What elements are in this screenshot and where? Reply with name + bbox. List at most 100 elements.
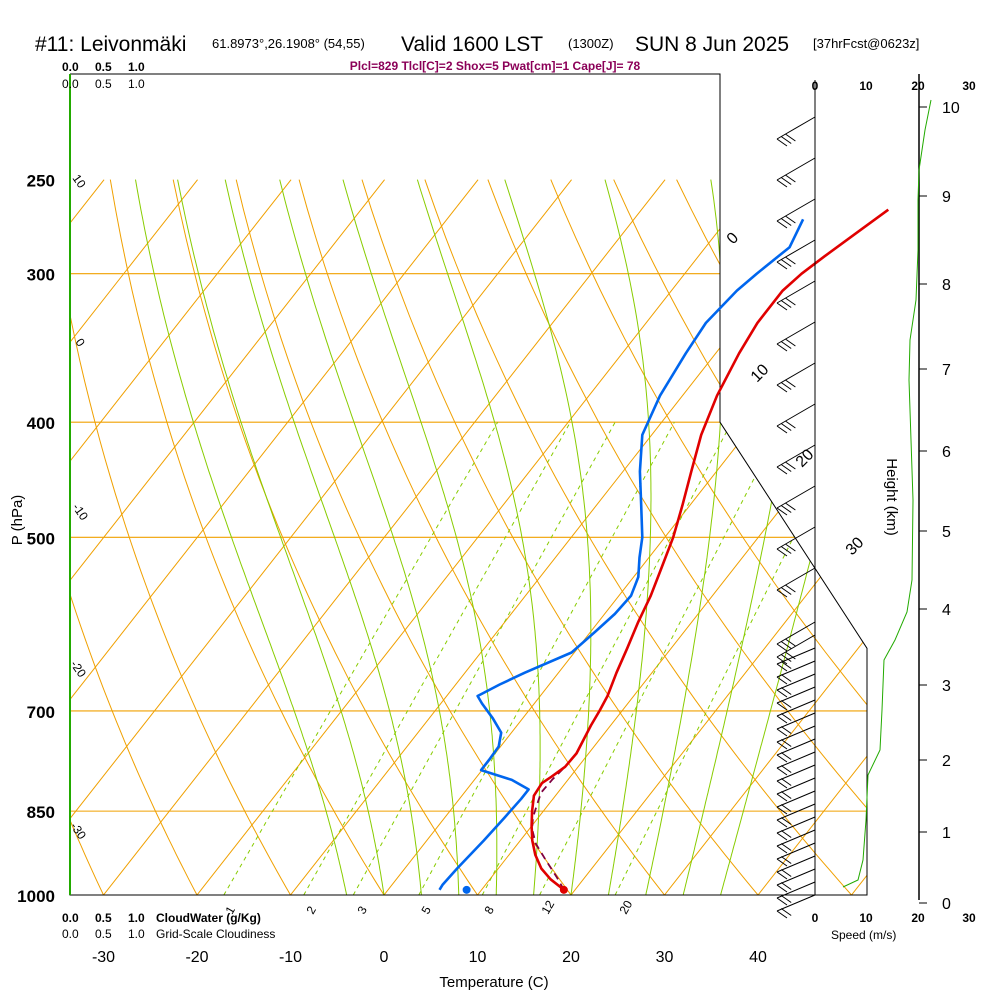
wind-barb <box>776 621 816 652</box>
valid-date: SUN 8 Jun 2025 <box>635 33 789 56</box>
x-tick-label: 30 <box>656 949 674 966</box>
wind-barb-feather <box>780 177 792 185</box>
mixing-ratio-label: 12 <box>538 898 557 917</box>
wind-barb-staff <box>776 660 816 678</box>
dry-adiabat-line <box>550 179 867 895</box>
surface-temperature-marker <box>559 885 568 894</box>
wind-barb <box>776 239 816 270</box>
dry-adiabat-line <box>802 179 867 895</box>
wind-barb-feather <box>780 382 792 390</box>
wind-barb <box>776 567 816 598</box>
wind-barb-staff <box>776 621 816 645</box>
wind-barb-feather <box>776 689 788 698</box>
wind-barb-staff <box>776 634 816 658</box>
wind-barb-feather <box>780 739 792 747</box>
wind-barb-staff <box>776 567 816 591</box>
cloud-top-tick: 1.0 <box>128 60 145 74</box>
isotherm-line <box>664 179 867 895</box>
wind-barb <box>776 362 816 393</box>
wind-barb-feather <box>780 546 792 554</box>
height-tick-label: 8 <box>942 277 951 294</box>
mixing-ratio-line <box>223 421 499 895</box>
wind-barb-feather <box>780 587 792 595</box>
wind-barb-staff <box>776 816 816 834</box>
wind-barb-staff <box>776 751 816 769</box>
wind-barb-feather <box>780 713 792 721</box>
wind-barb-feather <box>776 806 788 815</box>
dry-adiabat-line <box>70 179 104 895</box>
wind-speed-bottom-tick: 20 <box>911 911 925 925</box>
dry-adiabat-line <box>109 179 385 895</box>
height-tick-label: 4 <box>942 602 951 619</box>
wind-barb-feather <box>776 138 788 147</box>
wind-barb-feather <box>780 791 792 799</box>
dry-adiabat-line <box>298 179 665 895</box>
moist-adiabat-line <box>177 179 385 895</box>
wind-barb-feather <box>776 507 788 516</box>
isotherm-line <box>477 179 867 895</box>
isotherm-line <box>851 179 867 895</box>
wind-barb-feather <box>776 548 788 557</box>
forecast-info: [37hrFcst@0623z] <box>813 36 919 51</box>
wind-barb-feather <box>776 466 788 475</box>
mixing-ratio-label: 20 <box>616 898 635 917</box>
mixing-ratio-line <box>418 421 675 895</box>
wind-barb-staff <box>776 842 816 860</box>
wind-barb-feather <box>776 676 788 685</box>
cloud-bottom-tick: 0.0 <box>62 911 79 925</box>
wind-barb-feather <box>780 765 792 773</box>
wind-barb-feather <box>785 133 796 142</box>
wind-barb-feather <box>780 778 792 786</box>
mixing-ratio-label: 3 <box>354 903 370 916</box>
wind-barb-staff <box>776 777 816 795</box>
wind-barb <box>776 403 816 434</box>
isotherm-line <box>70 179 572 895</box>
moist-adiabat-line <box>416 179 541 895</box>
background-lines <box>70 179 867 895</box>
wind-barb-staff <box>776 803 816 821</box>
wind-barb-feather <box>776 819 788 828</box>
wind-barb <box>776 686 816 711</box>
wind-barb-feather <box>776 884 788 893</box>
cloudiness-top-tick: 0.5 <box>95 77 112 91</box>
wind-barb-staff <box>776 673 816 691</box>
wind-barb-feather <box>776 220 788 229</box>
wind-barb-staff <box>776 868 816 886</box>
wind-barb-feather <box>785 502 796 511</box>
x-tick-label: 20 <box>562 949 580 966</box>
wind-barb-feather <box>785 420 796 429</box>
moist-adiabat-line <box>604 179 652 895</box>
wind-barb-feather <box>780 674 792 682</box>
wind-barb-feather <box>776 425 788 434</box>
dry-adiabat-line <box>235 179 572 895</box>
dry-adiabat-line <box>70 179 198 895</box>
wind-barb-feather <box>776 384 788 393</box>
wind-barb-feather <box>780 869 792 877</box>
mixing-ratio-line <box>303 421 571 895</box>
wind-barb <box>776 738 816 763</box>
wind-barb-staff <box>776 738 816 756</box>
wind-barb-feather <box>776 858 788 867</box>
cloud-panel: 0.0 0.0 0.5 0.5 1.0 1.0 0.0 0.0 0.5 0.5 1.0 1.0 Clou… <box>62 60 275 941</box>
mixing-ratio-line <box>352 421 616 895</box>
wind-barb-feather <box>780 752 792 760</box>
wind-barb-feather <box>785 256 796 265</box>
wind-barb-feather <box>785 461 796 470</box>
plot-frame <box>69 73 868 896</box>
wind-barb-staff <box>776 116 816 140</box>
wind-barb-feather <box>780 830 792 838</box>
wind-barb-feather <box>780 505 792 513</box>
wind-barb-feather <box>776 845 788 854</box>
wind-barb <box>776 157 816 188</box>
wind-barb <box>776 647 816 672</box>
wind-barb-feather <box>785 584 796 593</box>
profiles <box>438 208 890 894</box>
wind-barb-feather <box>780 843 792 851</box>
cloud-water-label: CloudWater (g/Kg) <box>156 911 261 925</box>
cloudiness-bottom-tick: 1.0 <box>128 927 145 941</box>
wind-barb-feather <box>776 780 788 789</box>
wind-barb-feather <box>776 261 788 270</box>
moist-adiabat-line <box>504 179 592 895</box>
wind-barb-feather <box>780 726 792 734</box>
wind-barb <box>776 790 816 815</box>
